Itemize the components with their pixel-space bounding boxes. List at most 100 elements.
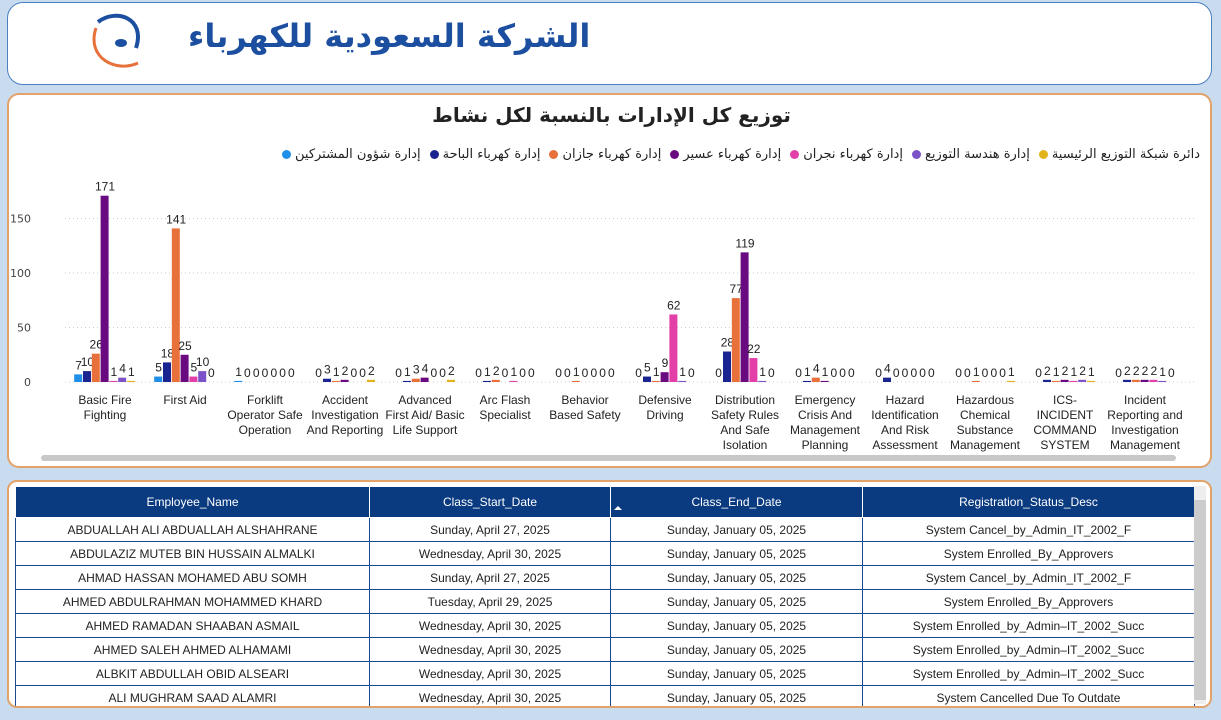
bar xyxy=(723,351,731,382)
h-scrollbar xyxy=(41,455,1176,461)
cell: Wednesday, April 30, 2025 xyxy=(369,541,611,566)
data-label: 0 xyxy=(279,366,286,380)
cell: Sunday, April 27, 2025 xyxy=(369,565,611,590)
data-label: 0 xyxy=(315,366,322,380)
data-label: 0 xyxy=(928,366,935,380)
bar xyxy=(367,379,375,382)
y-tick-label: 0 xyxy=(24,376,31,389)
bar xyxy=(331,380,340,382)
data-label: 10 xyxy=(196,355,210,369)
column-header: Class_End_Date xyxy=(610,486,863,518)
bar xyxy=(127,380,135,382)
bar xyxy=(83,371,91,382)
data-label: 2 xyxy=(448,364,455,378)
bar xyxy=(509,380,518,382)
bar xyxy=(1007,380,1015,382)
x-tick-label: Defensive Driving xyxy=(638,393,692,422)
data-label: 1 xyxy=(510,365,517,379)
v-scrollbar xyxy=(1194,486,1206,704)
legend-item: إدارة شؤون المشتركين xyxy=(282,147,421,162)
data-label: 0 xyxy=(208,366,215,380)
data-label: 0 xyxy=(564,366,571,380)
bar xyxy=(420,377,429,382)
legend-swatch xyxy=(282,150,291,159)
data-label: 119 xyxy=(735,236,754,250)
cell: Sunday, April 27, 2025 xyxy=(369,517,611,542)
data-label: 0 xyxy=(253,366,260,380)
data-label: 0 xyxy=(502,366,509,380)
table: Employee_Name Class_Start_Date Class_End_D… xyxy=(15,486,1195,706)
data-label: 1 xyxy=(235,365,242,379)
data-label: 2 xyxy=(1062,364,1069,378)
table-row: AHMAD HASSAN MOHAMED ABU SOMH Sunday, Apr… xyxy=(15,565,1195,590)
x-tick-label: Accident Investigation And Reporting xyxy=(306,393,384,437)
data-label: 4 xyxy=(813,362,820,376)
data-label: 0 xyxy=(964,366,971,380)
bar xyxy=(483,380,491,382)
legend-label: إدارة كهرباء الباحة xyxy=(442,147,541,162)
bar xyxy=(154,376,163,382)
x-tick-label: Advanced First Aid/ Basic Life Support xyxy=(385,393,465,437)
cell: System Enrolled_by_Admin–IT_2002_Succ xyxy=(862,637,1195,662)
column-header: Employee_Name xyxy=(15,486,370,518)
cell: Tuesday, April 29, 2025 xyxy=(369,589,611,614)
data-label: 26 xyxy=(90,338,104,352)
bar xyxy=(651,380,660,382)
header-title: الشركة السعودية للكهرباء xyxy=(188,17,591,55)
legend-label: إدارة شؤون المشتركين xyxy=(295,147,421,162)
legend-swatch xyxy=(429,150,439,159)
bar xyxy=(1149,379,1158,382)
x-tick-label: First Aid xyxy=(163,393,207,407)
data-label: 1 xyxy=(1088,365,1095,379)
data-label: 5 xyxy=(190,361,197,375)
bar xyxy=(740,252,749,382)
cell: ALI MUGHRAM SAAD ALAMRI xyxy=(15,685,370,706)
header: الشركة السعودية للكهرباء xyxy=(7,2,1212,85)
cell: Sunday, January 05, 2025 xyxy=(610,565,863,590)
data-label: 2 xyxy=(1124,364,1131,378)
data-label: 1 xyxy=(822,365,829,379)
data-label: 0 xyxy=(990,366,997,380)
bar xyxy=(447,379,455,382)
data-label: 4 xyxy=(119,362,126,376)
bar xyxy=(758,380,767,382)
data-label: 22 xyxy=(747,342,761,356)
bar xyxy=(1051,380,1060,382)
bar xyxy=(571,380,580,382)
table-row: ABDUALLAH ALI ABDUALLAH ALSHAHRANE Sunday… xyxy=(15,517,1195,542)
data-label: 0 xyxy=(590,366,597,380)
data-label: 0 xyxy=(1168,366,1175,380)
bar xyxy=(163,362,171,382)
cell: AHMED ABDULRAHMAN MOHAMMED KHARD xyxy=(15,589,370,614)
data-label: 2 xyxy=(342,364,349,378)
data-label: 0 xyxy=(475,366,482,380)
data-label: 0 xyxy=(910,366,917,380)
bar xyxy=(411,378,420,382)
data-label: 0 xyxy=(999,366,1006,380)
data-label: 18 xyxy=(161,346,175,360)
bar xyxy=(198,371,207,382)
table-row: ABDULAZIZ MUTEB BIN HUSSAIN ALMALKI Wedne… xyxy=(15,541,1195,566)
data-label: 1 xyxy=(484,365,491,379)
cell: ABDULAZIZ MUTEB BIN HUSSAIN ALMALKI xyxy=(15,541,370,566)
data-label: 0 xyxy=(848,366,855,380)
data-label: 1 xyxy=(573,365,580,379)
bar xyxy=(749,358,758,382)
bar xyxy=(323,378,331,382)
cell: System Cancel_by_Admin_IT_2002_F xyxy=(862,517,1195,542)
data-label: 0 xyxy=(582,366,589,380)
cell: Wednesday, April 30, 2025 xyxy=(369,613,611,638)
data-label: 0 xyxy=(1035,366,1042,380)
column-header: Registration_Status_Desc xyxy=(862,486,1195,518)
legend-item: إدارة كهرباء نجران xyxy=(790,147,903,162)
data-label: 0 xyxy=(893,366,900,380)
bar xyxy=(180,354,189,382)
bar xyxy=(491,379,500,382)
cell: Sunday, January 05, 2025 xyxy=(610,661,863,686)
data-label: 2 xyxy=(1150,364,1157,378)
data-label: 2 xyxy=(368,364,375,378)
table-row: ALI MUGHRAM SAAD ALAMRI Wednesday, April … xyxy=(15,685,1195,706)
legend-swatch xyxy=(911,150,921,159)
